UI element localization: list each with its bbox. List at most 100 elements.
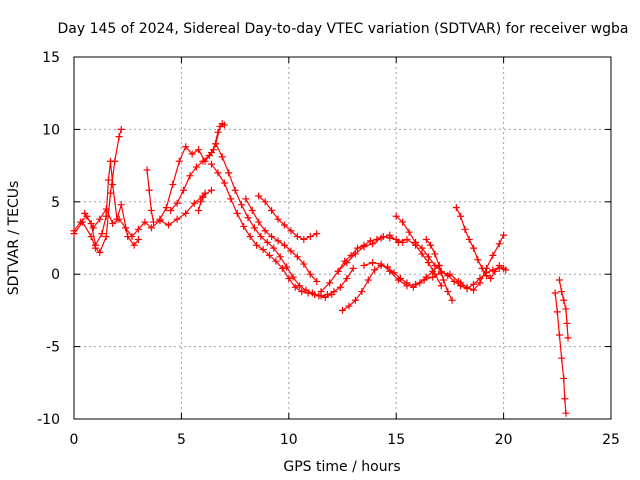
data-point [278, 264, 286, 272]
data-point [201, 189, 209, 197]
data-point [470, 286, 478, 294]
data-point [255, 192, 263, 200]
data-point [321, 293, 329, 301]
data-point [431, 250, 439, 258]
data-point [334, 267, 342, 275]
data-point [283, 263, 291, 271]
data-point [461, 225, 469, 233]
data-point [134, 235, 142, 243]
data-point [392, 235, 400, 243]
data-point [147, 206, 155, 214]
y-tick-label: -10 [37, 412, 60, 428]
data-point [89, 224, 97, 232]
data-point [207, 186, 215, 194]
data-point [113, 215, 121, 223]
data-point [165, 221, 173, 229]
data-point [298, 288, 306, 296]
data-point [489, 251, 497, 259]
data-point [429, 273, 437, 281]
series-arc-t [551, 289, 570, 417]
data-point [394, 276, 402, 284]
data-point [244, 214, 252, 222]
data-point [117, 201, 125, 209]
data-point [147, 224, 155, 232]
data-point [265, 251, 273, 259]
data-point [182, 209, 190, 217]
data-point [412, 238, 420, 246]
data-point [347, 251, 355, 259]
data-series [70, 120, 572, 417]
data-point [220, 179, 228, 187]
data-point [564, 334, 572, 342]
data-point [452, 204, 460, 212]
data-point [437, 282, 445, 290]
data-point [259, 246, 267, 254]
data-point [386, 267, 394, 275]
data-point [270, 244, 278, 252]
data-point [296, 282, 304, 290]
data-point [377, 260, 385, 268]
data-point [281, 241, 289, 249]
data-point [190, 199, 198, 207]
data-point [231, 186, 239, 194]
data-point [561, 395, 569, 403]
data-point [285, 275, 293, 283]
y-axis-label: SDTVAR / TECUs [6, 181, 22, 296]
data-point [551, 289, 559, 297]
data-point [366, 237, 374, 245]
data-point [197, 198, 205, 206]
series-arc-r [452, 204, 508, 283]
data-point [500, 264, 508, 272]
data-point [379, 233, 387, 241]
chart-title: Day 145 of 2024, Sidereal Day-to-day VTE… [57, 21, 628, 37]
series-line [146, 169, 155, 223]
series-arc-c [81, 157, 142, 249]
data-point [558, 288, 566, 296]
data-point [328, 290, 336, 298]
data-point [495, 262, 503, 270]
data-point [563, 319, 571, 327]
data-point [220, 121, 228, 129]
data-point [293, 253, 301, 261]
data-point [369, 259, 377, 267]
data-point [364, 276, 372, 284]
series-arc-b [70, 125, 125, 256]
data-point [107, 157, 115, 165]
data-point [210, 146, 218, 154]
data-point [102, 212, 110, 220]
data-point [315, 292, 323, 300]
data-point [192, 163, 200, 171]
data-point [463, 283, 471, 291]
data-point [465, 235, 473, 243]
series-arc-q [422, 235, 456, 304]
data-point [435, 262, 443, 270]
data-point [482, 272, 490, 280]
data-point [444, 288, 452, 296]
series-arc-f [167, 120, 228, 214]
data-point [274, 237, 282, 245]
data-point [345, 302, 353, 310]
data-point [156, 215, 164, 223]
data-point [98, 230, 106, 238]
data-point [491, 267, 499, 275]
data-point [263, 238, 271, 246]
series-arc-k [255, 192, 321, 243]
data-point [351, 296, 359, 304]
data-point [91, 241, 99, 249]
x-axis-label: GPS time / hours [283, 459, 400, 475]
data-point [79, 218, 87, 226]
data-point [560, 296, 568, 304]
data-point [336, 283, 344, 291]
data-point [188, 150, 196, 158]
data-point [268, 206, 276, 214]
data-point [167, 206, 175, 214]
y-tick-label: 15 [42, 50, 60, 66]
data-point [302, 286, 310, 294]
series-arc-u [555, 276, 572, 342]
data-point [308, 289, 316, 297]
series-arc-d [143, 166, 157, 226]
data-point [81, 209, 89, 217]
data-point [175, 157, 183, 165]
data-point [386, 234, 394, 242]
data-point [96, 215, 104, 223]
